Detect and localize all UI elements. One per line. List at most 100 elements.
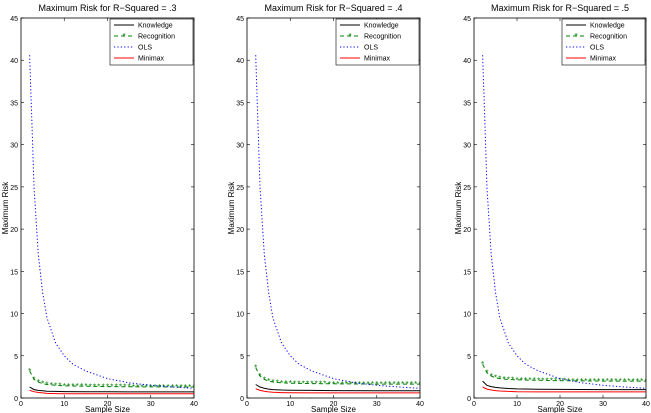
chart-title: Maximum Risk for R−Squared = .4 xyxy=(264,3,402,13)
data-point-marker: * xyxy=(632,377,635,386)
data-point-marker: * xyxy=(93,382,96,391)
x-tick-label: 40 xyxy=(416,401,424,408)
series-line-recognition xyxy=(255,367,420,385)
data-point-marker: * xyxy=(636,377,639,386)
y-axis-label: Maximum Risk xyxy=(454,181,463,234)
data-point-marker: * xyxy=(267,377,270,386)
data-point-marker: * xyxy=(192,383,195,392)
data-point-marker: * xyxy=(601,377,604,386)
data-point-marker: * xyxy=(154,383,157,392)
x-tick-label: 0 xyxy=(245,401,249,408)
data-point-marker: * xyxy=(576,377,579,386)
legend-box xyxy=(335,18,420,66)
data-point-marker: * xyxy=(102,383,105,392)
x-tick-label: 20 xyxy=(104,401,112,408)
x-tick-label: 30 xyxy=(147,401,155,408)
y-tick-label: 20 xyxy=(463,227,471,234)
axes-frame xyxy=(20,17,195,399)
data-point-marker: * xyxy=(384,380,387,389)
data-point-marker: * xyxy=(289,379,292,388)
x-tick-label: 10 xyxy=(60,401,68,408)
data-point-marker: * xyxy=(498,375,501,384)
series-line-knowledge xyxy=(29,386,194,393)
series-group: ** * * * * * * * * * * * * * * * * * * * * * * * * * * * * * * * * * * * * * xyxy=(254,55,420,394)
data-point-marker: * xyxy=(541,376,544,385)
data-point-marker: * xyxy=(128,383,131,392)
y-tick-label: 35 xyxy=(463,100,471,107)
x-axis-label: Sample Size xyxy=(311,405,356,413)
y-tick-label: 20 xyxy=(236,227,244,234)
data-point-marker: * xyxy=(319,380,322,389)
data-point-marker: * xyxy=(554,377,557,386)
data-point-marker: * xyxy=(276,378,279,387)
series-line-minimax xyxy=(255,388,420,394)
data-point-marker: * xyxy=(315,380,318,389)
data-point-marker: * xyxy=(494,374,497,383)
data-point-marker: * xyxy=(284,379,287,388)
data-point-marker: * xyxy=(503,375,506,384)
y-tick-label: 35 xyxy=(236,100,244,107)
data-point-marker: * xyxy=(524,376,527,385)
legend-label: Minimax xyxy=(364,56,391,63)
y-tick-label: 25 xyxy=(463,185,471,192)
x-tick-label: 0 xyxy=(472,401,476,408)
data-point-marker: * xyxy=(166,383,169,392)
data-point-marker: * xyxy=(50,381,53,390)
y-tick-label: 25 xyxy=(10,185,18,192)
data-point-marker: * xyxy=(306,380,309,389)
chart-panel-3: Maximum Risk for R−Squared = .5** * * * * * * *… xyxy=(454,3,650,413)
data-point-marker: * xyxy=(485,369,488,378)
chart-panel-1: Maximum Risk for R−Squared = .3** * * * * * * *… xyxy=(1,3,198,413)
y-tick-label: 15 xyxy=(463,269,471,276)
y-tick-label: 10 xyxy=(10,312,18,319)
data-point-marker: * xyxy=(123,383,126,392)
data-point-marker: * xyxy=(358,380,361,389)
data-point-marker: * xyxy=(332,380,335,389)
data-point-marker: * xyxy=(606,377,609,386)
data-point-marker: * xyxy=(89,382,92,391)
data-point-marker: * xyxy=(563,377,566,386)
y-tick-label: 0 xyxy=(14,396,18,403)
data-point-marker: * xyxy=(614,377,617,386)
data-point-marker: * xyxy=(546,376,549,385)
data-point-marker: * xyxy=(184,383,187,392)
data-point-marker: * xyxy=(293,379,296,388)
data-point-marker: * xyxy=(349,380,352,389)
series-line-recognition xyxy=(29,370,194,388)
y-tick-label: 40 xyxy=(236,58,244,65)
data-point-marker: * xyxy=(401,380,404,389)
data-point-marker: * xyxy=(132,383,135,392)
series-line-recognition xyxy=(482,363,646,382)
series-line-ols xyxy=(29,55,194,389)
legend-label: Recognition xyxy=(138,34,175,41)
data-point-marker: * xyxy=(511,376,514,385)
data-point-marker: * xyxy=(263,375,266,384)
data-point-marker: * xyxy=(375,380,378,389)
data-point-marker: * xyxy=(145,383,148,392)
data-point-marker: * xyxy=(63,382,66,391)
data-point-marker: * xyxy=(627,377,630,386)
data-point-marker: * xyxy=(558,377,561,386)
y-tick-label: 45 xyxy=(10,16,18,23)
series-line-knowledge xyxy=(255,384,420,392)
data-point-marker: * xyxy=(481,360,484,369)
x-tick-label: 10 xyxy=(513,401,521,408)
legend-marker: * xyxy=(574,32,577,41)
data-point-marker: * xyxy=(584,377,587,386)
series-group: ** * * * * * * * * * * * * * * * * * * * * * * * * * * * * * * * * * * * * * xyxy=(481,55,646,393)
data-point-marker: * xyxy=(76,382,79,391)
data-point-marker: * xyxy=(141,383,144,392)
y-tick-label: 5 xyxy=(14,354,18,361)
legend-label: Minimax xyxy=(590,56,617,63)
data-point-marker: * xyxy=(515,376,518,385)
data-point-marker: * xyxy=(58,382,61,391)
data-point-marker: * xyxy=(593,377,596,386)
data-point-marker: * xyxy=(336,380,339,389)
data-point-marker: * xyxy=(405,380,408,389)
chart-title: Maximum Risk for R−Squared = .5 xyxy=(491,3,629,13)
data-point-marker: * xyxy=(110,383,113,392)
data-point-marker: * xyxy=(619,377,622,386)
y-tick-label: 30 xyxy=(463,143,471,150)
x-tick-label: 30 xyxy=(373,401,381,408)
y-axis-label: Maximum Risk xyxy=(1,181,10,234)
